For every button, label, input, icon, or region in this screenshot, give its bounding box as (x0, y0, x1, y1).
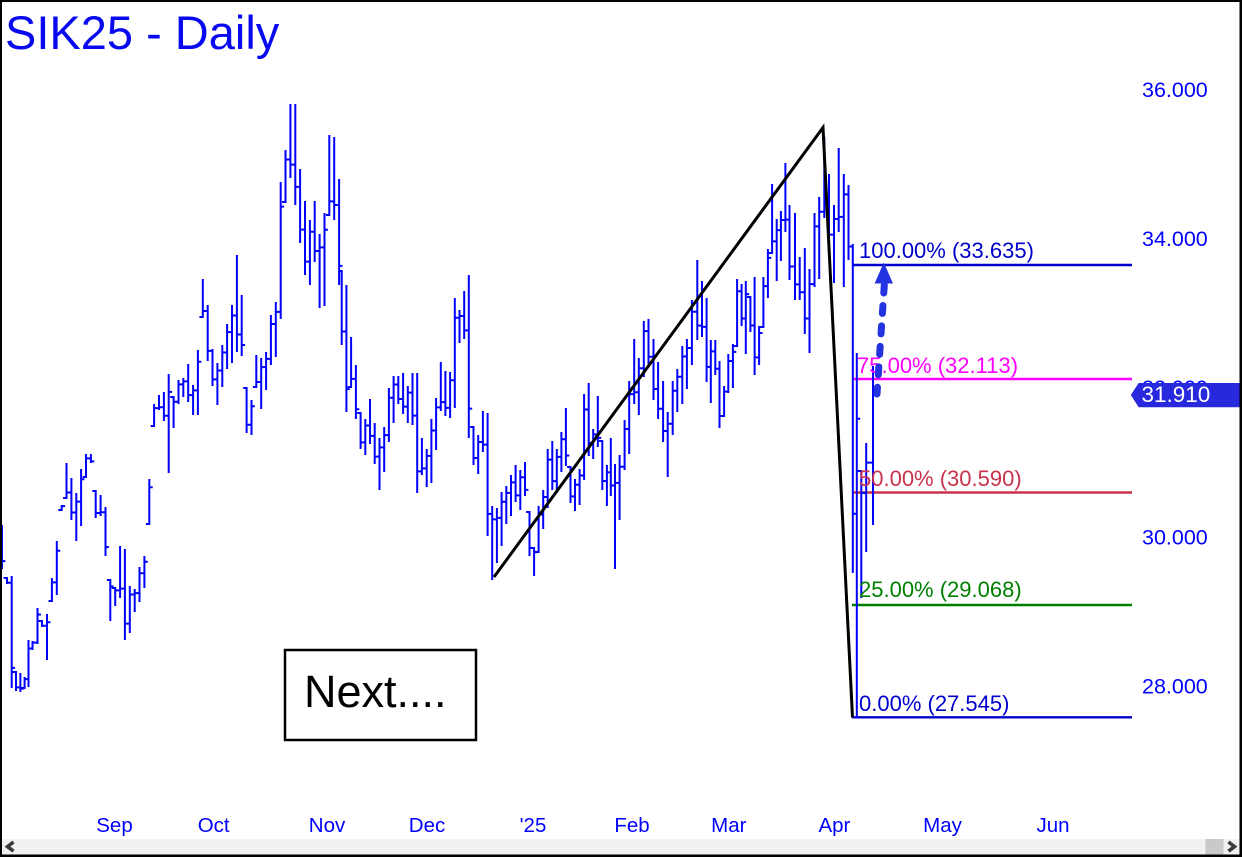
svg-text:Jun: Jun (1036, 814, 1069, 837)
svg-text:0.00% (27.545): 0.00% (27.545) (859, 691, 1009, 716)
svg-text:28.000: 28.000 (1142, 675, 1208, 699)
svg-text:'25: '25 (520, 814, 547, 837)
svg-text:May: May (923, 814, 962, 837)
svg-text:Next....: Next.... (304, 666, 447, 717)
svg-text:Oct: Oct (198, 814, 230, 837)
svg-text:34.000: 34.000 (1142, 227, 1208, 251)
svg-text:31.910: 31.910 (1142, 382, 1211, 407)
svg-text:25.00% (29.068): 25.00% (29.068) (859, 577, 1022, 602)
svg-text:SIK25 - Daily: SIK25 - Daily (5, 6, 280, 59)
svg-text:36.000: 36.000 (1142, 78, 1208, 102)
svg-text:Dec: Dec (409, 814, 445, 837)
svg-text:Nov: Nov (309, 814, 346, 837)
svg-text:50.00% (30.590): 50.00% (30.590) (859, 466, 1022, 491)
svg-text:Feb: Feb (614, 814, 649, 837)
svg-text:Apr: Apr (818, 814, 850, 837)
svg-text:100.00% (33.635): 100.00% (33.635) (859, 238, 1034, 263)
svg-text:Mar: Mar (711, 814, 746, 837)
svg-text:30.000: 30.000 (1142, 525, 1208, 549)
svg-text:Sep: Sep (96, 814, 132, 837)
svg-text:75.00% (32.113): 75.00% (32.113) (857, 353, 1018, 378)
